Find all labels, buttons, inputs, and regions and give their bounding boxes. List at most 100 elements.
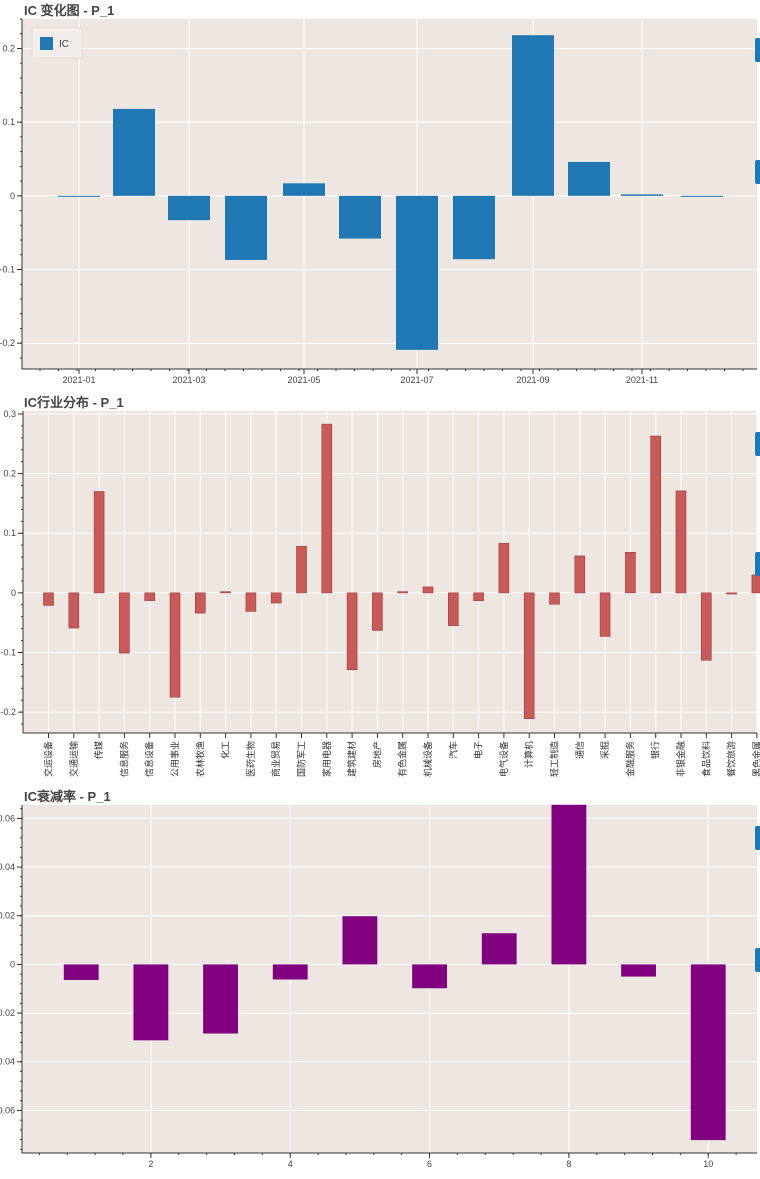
- industry-label: 交运设备: [43, 741, 54, 777]
- industry-bar-9: [270, 592, 282, 604]
- y-tick-label: 0: [10, 959, 15, 969]
- industry-label: 交通运输: [68, 741, 79, 777]
- toolbar-tool-icon-1-0[interactable]: [755, 432, 760, 456]
- industry-bar-8: [245, 592, 257, 612]
- industry-label: 采掘: [599, 741, 610, 759]
- y-tick-label: 0.06: [0, 813, 15, 823]
- industry-label: 黑色金属: [751, 741, 760, 777]
- industry-bar-25: [675, 490, 687, 594]
- decay-bar-6: [412, 964, 447, 989]
- toolbar-tool-icon-0-0[interactable]: [755, 38, 760, 62]
- industry-label: 农林牧渔: [194, 741, 205, 777]
- legend-swatch: [40, 37, 53, 50]
- ic-bar-2021-09: [512, 35, 554, 196]
- industry-bar-3: [119, 592, 130, 654]
- toolbar-tool-icon-2-0[interactable]: [755, 826, 760, 850]
- decay-bar-4: [272, 964, 308, 980]
- y-tick-label: -0.2: [0, 338, 15, 348]
- ic-bar-2021-12: [681, 195, 723, 197]
- legend-label: IC: [59, 39, 69, 50]
- ic-bar-2021-10: [568, 161, 610, 196]
- decay-bar-7: [481, 933, 517, 965]
- y-tick-label: -0.1: [0, 648, 16, 658]
- toolbar-tool-icon-0-1[interactable]: [755, 160, 760, 184]
- industry-bar-19: [523, 592, 535, 719]
- industry-bar-12: [346, 592, 358, 671]
- industry-label: 家用电器: [321, 741, 332, 777]
- ic-bar-2021-11: [621, 194, 663, 196]
- y-tick-label: 0.1: [3, 528, 16, 538]
- industry-bar-22: [599, 592, 611, 637]
- x-tick-label: 10: [703, 1159, 713, 1169]
- decay-bar-3: [203, 964, 238, 1034]
- ic-bar-2021-05: [283, 183, 325, 196]
- industry-label: 电气设备: [498, 741, 509, 777]
- plot-area: [23, 411, 757, 733]
- industry-bar-5: [169, 592, 181, 698]
- ic-change-chart[interactable]: -0.2 -0.1 0 0.1 0.2 2021-01 2021-03 2021-05 2021…: [0, 0, 760, 392]
- ic-change-panel: IC 变化图 - P_1 -0.2 -0.1 0 0.1 0.2 2021-01 2021-…: [0, 0, 760, 392]
- x-tick-label: 8: [566, 1159, 571, 1169]
- y-tick-label: 0.3: [3, 409, 16, 419]
- industry-bar-18: [498, 543, 510, 594]
- decay-bar-9: [621, 964, 656, 977]
- ic-bar-2021-04: [225, 195, 267, 260]
- industry-label: 非银金融: [675, 741, 686, 777]
- industry-label: 有色金属: [397, 741, 408, 777]
- industry-label: 计算机: [523, 741, 534, 768]
- toolbar-tool-icon-1-1[interactable]: [755, 552, 760, 576]
- ic-decay-chart[interactable]: -0.06 -0.04 -0.02 0 0.02 0.04 0.06 2 4 6 8 10: [0, 786, 760, 1179]
- ic-industry-panel: IC行业分布 - P_1 -0.2 -0.1 0 0.1 0.2 0.3 交运设备 交通运输 传…: [0, 392, 760, 786]
- y-tick-label: 0.1: [2, 117, 15, 127]
- toolbar-tool-icon-2-1[interactable]: [755, 948, 760, 972]
- ic-bar-2021-01: [58, 195, 100, 197]
- legend-box: [31, 27, 83, 59]
- industry-bar-7: [220, 591, 231, 594]
- x-tick-label: 2021-05: [287, 375, 320, 385]
- industry-bar-6: [195, 592, 206, 614]
- industry-label: 国防军工: [296, 741, 307, 777]
- ic-decay-title: IC衰减率 - P_1: [24, 789, 111, 804]
- industry-label: 化工: [220, 741, 231, 759]
- x-tick-label: 6: [427, 1159, 432, 1169]
- industry-label: 传媒: [93, 741, 104, 759]
- y-tick-label: 0: [11, 588, 16, 598]
- industry-bar-2: [93, 491, 105, 594]
- industry-bar-15: [422, 586, 434, 594]
- industry-label: 信息服务: [118, 741, 129, 777]
- y-tick-label: 0.04: [0, 862, 15, 872]
- industry-label: 机械设备: [422, 741, 433, 777]
- ic-industry-chart[interactable]: -0.2 -0.1 0 0.1 0.2 0.3 交运设备 交通运输 传媒 信息服务 信息设备 公用事业…: [0, 392, 760, 786]
- decay-bar-8: [551, 804, 587, 965]
- x-tick-label: 2: [148, 1159, 153, 1169]
- y-tick-label: 0.2: [2, 43, 15, 53]
- ic-bar-2021-06: [339, 195, 381, 239]
- legend: IC: [31, 27, 83, 59]
- industry-label: 餐饮旅游: [726, 741, 737, 777]
- industry-bar-11: [321, 423, 333, 594]
- industry-label: 信息设备: [144, 741, 155, 777]
- industry-bar-21: [574, 555, 586, 594]
- y-tick-label: 0.2: [3, 469, 16, 479]
- x-tick-label: 2021-11: [626, 375, 658, 385]
- industry-label: 商业贸易: [270, 741, 281, 777]
- plot-area: [22, 805, 757, 1153]
- industry-bar-4: [144, 592, 155, 601]
- x-tick-label: 2021-03: [172, 375, 205, 385]
- decay-bar-10: [690, 964, 726, 1141]
- industry-bar-14: [397, 591, 409, 594]
- ic-bar-2021-03: [168, 195, 210, 221]
- industry-bar-0: [43, 592, 54, 606]
- decay-bar-5: [342, 916, 378, 965]
- industry-label: 食品饮料: [700, 741, 711, 777]
- decay-bar-1: [63, 964, 99, 980]
- x-tick-label: 4: [288, 1159, 293, 1169]
- ic-decay-panel: IC衰减率 - P_1 -0.06 -0.04 -0.02 0 0.02 0.04 0.06…: [0, 786, 760, 1179]
- industry-label: 电子: [473, 741, 484, 759]
- industry-bar-20: [549, 592, 560, 605]
- industry-bar-17: [473, 592, 484, 601]
- x-tick-label: 2021-07: [400, 375, 433, 385]
- industry-label: 房地产: [371, 741, 382, 768]
- industry-label: 汽车: [447, 741, 458, 759]
- y-tick-label: -0.02: [0, 1008, 15, 1018]
